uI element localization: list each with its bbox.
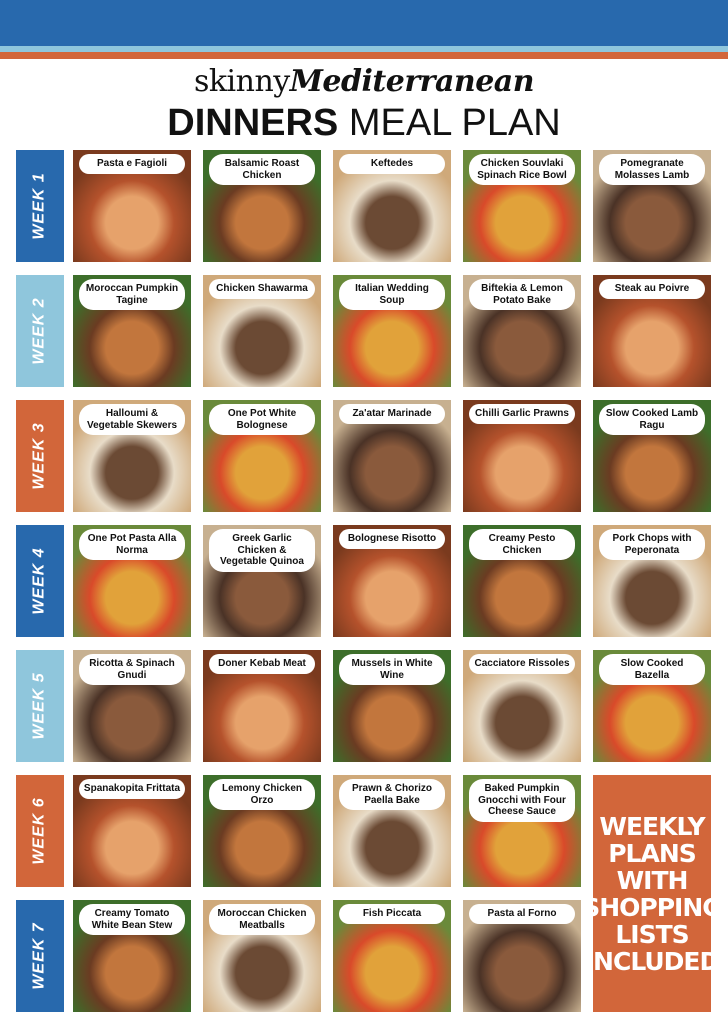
top-banner bbox=[0, 0, 728, 46]
week-row: WEEK 7 Creamy Tomato White Bean Stew Moroc… bbox=[16, 900, 712, 1012]
week-row: WEEK 5 Ricotta & Spinach Gnudi Doner Kebab… bbox=[16, 650, 712, 762]
meal-card[interactable]: Prawn & Chorizo Paella Bake bbox=[333, 775, 451, 887]
meal-name: Ricotta & Spinach Gnudi bbox=[79, 654, 185, 685]
meal-name: Fish Piccata bbox=[339, 904, 445, 924]
meal-card[interactable]: Creamy Pesto Chicken bbox=[463, 525, 581, 637]
title-bold: DINNERS bbox=[167, 102, 339, 144]
title-regular: MEAL PLAN bbox=[348, 102, 561, 144]
week-label: WEEK 2 bbox=[16, 275, 64, 387]
week-label: WEEK 4 bbox=[16, 525, 64, 637]
meal-name: Pork Chops with Peperonata bbox=[599, 529, 705, 560]
promo-box: WEEKLY PLANS WITH SHOPPING LISTS INCLUDE… bbox=[582, 775, 723, 1012]
meal-card[interactable]: Biftekia & Lemon Potato Bake bbox=[463, 275, 581, 387]
meal-card[interactable]: Ricotta & Spinach Gnudi bbox=[73, 650, 191, 762]
page-title: DINNERS MEAL PLAN bbox=[0, 102, 728, 145]
meal-name: Pasta al Forno bbox=[469, 904, 575, 924]
meal-name: Baked Pumpkin Gnocchi with Four Cheese S… bbox=[469, 779, 575, 822]
meal-card[interactable]: Mussels in White Wine bbox=[333, 650, 451, 762]
meal-name: Italian Wedding Soup bbox=[339, 279, 445, 310]
orange-stripe bbox=[0, 52, 728, 59]
week-row: WEEK 4 One Pot Pasta Alla Norma Greek Garl… bbox=[16, 525, 712, 637]
week-row: WEEK 6 Spanakopita Frittata Lemony Chicken… bbox=[16, 775, 712, 887]
meal-name: One Pot Pasta Alla Norma bbox=[79, 529, 185, 560]
meal-card[interactable]: Greek Garlic Chicken & Vegetable Quinoa bbox=[203, 525, 321, 637]
meal-name: Slow Cooked Lamb Ragu bbox=[599, 404, 705, 435]
meal-name: Moroccan Pumpkin Tagine bbox=[79, 279, 185, 310]
meal-card[interactable]: Lemony Chicken Orzo bbox=[203, 775, 321, 887]
week-row: WEEK 2 Moroccan Pumpkin Tagine Chicken Sha… bbox=[16, 275, 712, 387]
meal-name: Doner Kebab Meat bbox=[209, 654, 315, 674]
meal-name: Chicken Souvlaki Spinach Rice Bowl bbox=[469, 154, 575, 185]
meal-name: Mussels in White Wine bbox=[339, 654, 445, 685]
week-label-text: WEEK 7 bbox=[31, 922, 48, 990]
meal-card[interactable]: Pomegranate Molasses Lamb bbox=[593, 150, 711, 262]
week-label-text: WEEK 3 bbox=[31, 422, 48, 490]
meal-name: Moroccan Chicken Meatballs bbox=[209, 904, 315, 935]
light-blue-stripe bbox=[0, 46, 728, 52]
week-label-text: WEEK 5 bbox=[31, 672, 48, 740]
brand-logo: skinnyMediterranean bbox=[0, 64, 728, 99]
meal-name: Halloumi & Vegetable Skewers bbox=[79, 404, 185, 435]
week-label-text: WEEK 1 bbox=[31, 172, 48, 240]
meal-name: Lemony Chicken Orzo bbox=[209, 779, 315, 810]
meal-card[interactable]: Moroccan Pumpkin Tagine bbox=[73, 275, 191, 387]
meal-name: Bolognese Risotto bbox=[339, 529, 445, 549]
meal-name: Keftedes bbox=[339, 154, 445, 174]
meal-card[interactable]: Doner Kebab Meat bbox=[203, 650, 321, 762]
meal-card[interactable]: Spanakopita Frittata bbox=[73, 775, 191, 887]
meal-card[interactable]: Steak au Poivre bbox=[593, 275, 711, 387]
brand-prefix: skinny bbox=[193, 64, 290, 99]
meal-card[interactable]: Keftedes bbox=[333, 150, 451, 262]
meal-card[interactable]: Slow Cooked Lamb Ragu bbox=[593, 400, 711, 512]
meal-card[interactable]: Za'atar Marinade bbox=[333, 400, 451, 512]
meal-name: Za'atar Marinade bbox=[339, 404, 445, 424]
meal-card[interactable]: Italian Wedding Soup bbox=[333, 275, 451, 387]
meal-card[interactable]: One Pot Pasta Alla Norma bbox=[73, 525, 191, 637]
meal-name: Pasta e Fagioli bbox=[79, 154, 185, 174]
brand-suffix: Mediterranean bbox=[289, 64, 535, 99]
meal-name: Pomegranate Molasses Lamb bbox=[599, 154, 705, 185]
week-label: WEEK 6 bbox=[16, 775, 64, 887]
week-label-text: WEEK 2 bbox=[31, 297, 48, 365]
meal-card[interactable]: Chilli Garlic Prawns bbox=[463, 400, 581, 512]
week-label: WEEK 3 bbox=[16, 400, 64, 512]
meal-card[interactable]: Moroccan Chicken Meatballs bbox=[203, 900, 321, 1012]
meal-name: Creamy Pesto Chicken bbox=[469, 529, 575, 560]
meal-name: Creamy Tomato White Bean Stew bbox=[79, 904, 185, 935]
meal-name: Spanakopita Frittata bbox=[79, 779, 185, 799]
meal-name: Cacciatore Rissoles bbox=[469, 654, 575, 674]
meal-card[interactable]: Chicken Souvlaki Spinach Rice Bowl bbox=[463, 150, 581, 262]
meal-card[interactable]: Creamy Tomato White Bean Stew bbox=[73, 900, 191, 1012]
meal-name: Chicken Shawarma bbox=[209, 279, 315, 299]
meal-name: Steak au Poivre bbox=[599, 279, 705, 299]
meal-name: One Pot White Bolognese bbox=[209, 404, 315, 435]
week-label: WEEK 1 bbox=[16, 150, 64, 262]
meal-card[interactable]: Pasta al Forno bbox=[463, 900, 581, 1012]
meal-name: Prawn & Chorizo Paella Bake bbox=[339, 779, 445, 810]
meal-card[interactable]: Baked Pumpkin Gnocchi with Four Cheese S… bbox=[463, 775, 581, 887]
meal-card[interactable]: One Pot White Bolognese bbox=[203, 400, 321, 512]
meal-card[interactable]: Pork Chops with Peperonata bbox=[593, 525, 711, 637]
meal-card[interactable]: Halloumi & Vegetable Skewers bbox=[73, 400, 191, 512]
meal-name: Chilli Garlic Prawns bbox=[469, 404, 575, 424]
meal-card[interactable]: Cacciatore Rissoles bbox=[463, 650, 581, 762]
meal-card[interactable]: Balsamic Roast Chicken bbox=[203, 150, 321, 262]
meal-name: Slow Cooked Bazella bbox=[599, 654, 705, 685]
meal-card[interactable]: Slow Cooked Bazella bbox=[593, 650, 711, 762]
meal-card[interactable]: Chicken Shawarma bbox=[203, 275, 321, 387]
week-row: WEEK 3 Halloumi & Vegetable Skewers One Po… bbox=[16, 400, 712, 512]
week-row: WEEK 1 Pasta e Fagioli Balsamic Roast Chic… bbox=[16, 150, 712, 262]
week-label-text: WEEK 4 bbox=[31, 547, 48, 615]
meal-card[interactable]: Fish Piccata bbox=[333, 900, 451, 1012]
meal-card[interactable]: Pasta e Fagioli bbox=[73, 150, 191, 262]
meal-name: Biftekia & Lemon Potato Bake bbox=[469, 279, 575, 310]
week-label-text: WEEK 6 bbox=[31, 797, 48, 865]
promo-text: WEEKLY PLANS WITH SHOPPING LISTS INCLUDE… bbox=[582, 811, 723, 976]
meal-card[interactable]: Bolognese Risotto bbox=[333, 525, 451, 637]
week-label: WEEK 5 bbox=[16, 650, 64, 762]
week-label: WEEK 7 bbox=[16, 900, 64, 1012]
meal-name: Greek Garlic Chicken & Vegetable Quinoa bbox=[209, 529, 315, 572]
meal-name: Balsamic Roast Chicken bbox=[209, 154, 315, 185]
